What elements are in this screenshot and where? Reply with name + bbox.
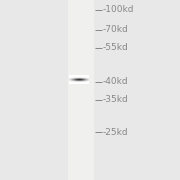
Bar [73, 0, 75, 180]
Bar [72, 0, 73, 180]
Bar [76, 0, 77, 180]
Bar [87, 0, 89, 180]
Text: -25kd: -25kd [103, 128, 128, 137]
Text: -55kd: -55kd [103, 43, 128, 52]
Text: -40kd: -40kd [103, 77, 128, 86]
Bar [68, 0, 70, 180]
Bar [85, 0, 86, 180]
Bar [90, 0, 91, 180]
Bar [77, 0, 78, 180]
Text: -70kd: -70kd [103, 25, 128, 34]
Bar [81, 0, 82, 180]
Bar [68, 0, 94, 180]
Bar [70, 0, 71, 180]
Bar [91, 0, 92, 180]
Bar [84, 0, 85, 180]
Bar [82, 0, 84, 180]
Bar [71, 0, 72, 180]
Bar [89, 0, 90, 180]
Bar [86, 0, 87, 180]
Bar [92, 0, 94, 180]
Bar [80, 0, 81, 180]
Text: -35kd: -35kd [103, 95, 128, 104]
Bar [78, 0, 80, 180]
Bar [75, 0, 76, 180]
Text: -100kd: -100kd [103, 5, 134, 14]
